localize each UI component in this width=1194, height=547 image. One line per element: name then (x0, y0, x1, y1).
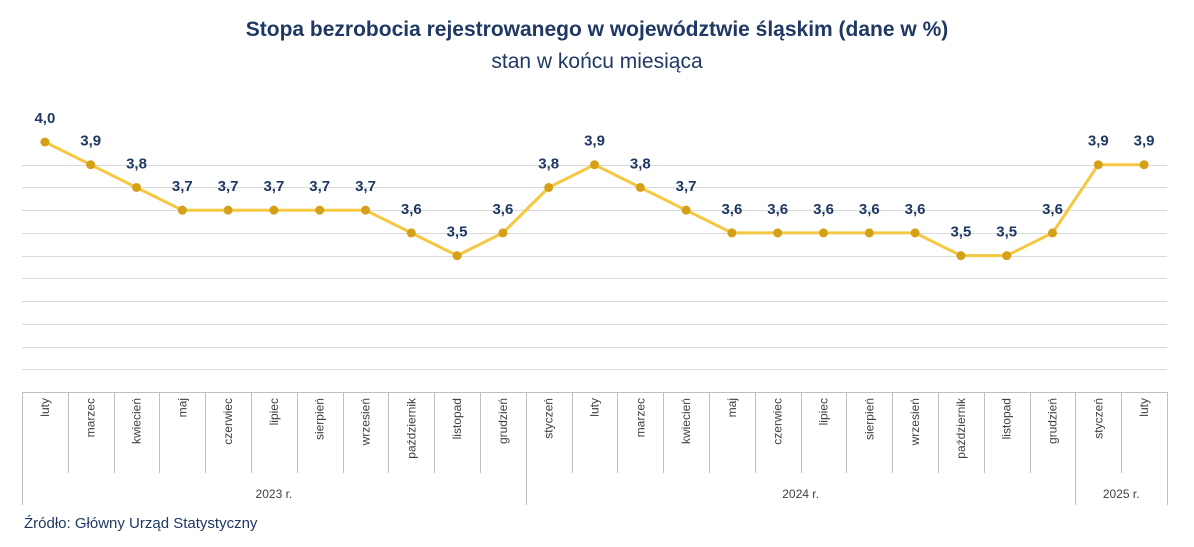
data-point (498, 228, 508, 238)
data-point (361, 205, 370, 215)
data-label: 4,0 (34, 110, 55, 127)
plot-area: 4,0 3,9 3,8 3,7 3,7 3,7 3,7 3,7 3,6 3,5 3,6 3,8 3,9 3… (34, 110, 1155, 261)
data-point (635, 182, 645, 192)
category-label: maj (175, 398, 189, 417)
chart-title: Stopa bezrobocia rejestrowanego w wojewó… (245, 18, 949, 41)
category-label: sierpień (313, 398, 327, 440)
data-label: 3,9 (584, 133, 605, 150)
category-label: lipiec (817, 398, 831, 425)
data-label: 3,6 (767, 201, 788, 218)
category-label: luty (38, 398, 52, 417)
chart-subtitle: stan w końcu miesiąca (491, 50, 703, 73)
category-label: wrzesień (908, 398, 922, 446)
category-label: lipiec (267, 398, 281, 425)
year-group-label: 2025 r. (1103, 487, 1140, 501)
data-label: 3,6 (859, 201, 880, 218)
data-label: 3,8 (126, 155, 147, 172)
category-label: czerwiec (221, 398, 235, 445)
data-point (544, 182, 554, 192)
data-label: 3,6 (401, 201, 422, 218)
category-label: grudzień (496, 398, 510, 444)
data-point (40, 137, 50, 147)
category-label: marzec (84, 398, 98, 437)
data-point (1139, 160, 1149, 170)
category-label: październik (954, 397, 968, 459)
category-axis: 2023 r. 2024 r. 2025 r. luty marzec kwiecień m… (22, 392, 1168, 505)
category-label: styczeń (1091, 398, 1105, 439)
data-label: 3,9 (80, 133, 101, 150)
category-label: luty (1137, 398, 1151, 417)
data-label: 3,7 (172, 178, 193, 195)
category-label: sierpień (862, 398, 876, 440)
data-label: 3,5 (996, 224, 1017, 241)
data-point (452, 251, 462, 261)
data-point (956, 251, 966, 261)
category-label: październik (404, 397, 418, 459)
data-point (1002, 251, 1012, 261)
data-point (1093, 160, 1103, 170)
data-label: 3,6 (721, 201, 742, 218)
data-point (1048, 228, 1057, 238)
data-point (86, 160, 96, 170)
data-point (269, 205, 279, 215)
data-point (177, 205, 187, 215)
data-label: 3,8 (538, 155, 559, 172)
category-label: wrzesień (359, 398, 373, 446)
data-label: 3,5 (950, 224, 971, 241)
data-label: 3,6 (1042, 201, 1063, 218)
data-label: 3,6 (492, 201, 513, 218)
data-point (406, 228, 416, 238)
category-label: grudzień (1046, 398, 1060, 444)
year-group-label: 2023 r. (256, 487, 293, 501)
year-group-label: 2024 r. (782, 487, 819, 501)
category-label: kwiecień (679, 398, 693, 444)
data-point (315, 205, 325, 215)
data-label: 3,7 (355, 178, 376, 195)
series-line (44, 140, 1145, 258)
category-label: listopad (450, 398, 464, 439)
data-point (864, 228, 874, 238)
category-label: styczeń (542, 398, 556, 439)
data-label: 3,8 (630, 155, 651, 172)
data-label: 3,5 (447, 224, 468, 241)
data-label: 3,6 (905, 201, 926, 218)
data-label: 3,7 (218, 178, 239, 195)
data-point (681, 205, 691, 215)
category-label: listopad (1000, 398, 1014, 439)
data-label: 3,7 (309, 178, 330, 195)
data-label: 3,7 (676, 178, 697, 195)
category-label: marzec (633, 398, 647, 437)
data-point (132, 182, 141, 192)
data-point (727, 228, 737, 238)
category-label: kwiecień (130, 398, 144, 444)
data-point (910, 228, 920, 238)
category-label: luty (588, 398, 602, 417)
data-label: 3,9 (1088, 133, 1109, 150)
data-label: 3,6 (813, 201, 834, 218)
data-label: 3,9 (1134, 133, 1155, 150)
data-point (773, 228, 783, 238)
category-label: maj (725, 398, 739, 417)
data-point (223, 205, 233, 215)
category-label: czerwiec (771, 398, 785, 445)
source-note: Źródło: Główny Urząd Statystyczny (24, 515, 258, 532)
data-point (590, 160, 599, 170)
gridlines (22, 165, 1167, 370)
data-point (819, 228, 828, 238)
data-label: 3,7 (263, 178, 284, 195)
